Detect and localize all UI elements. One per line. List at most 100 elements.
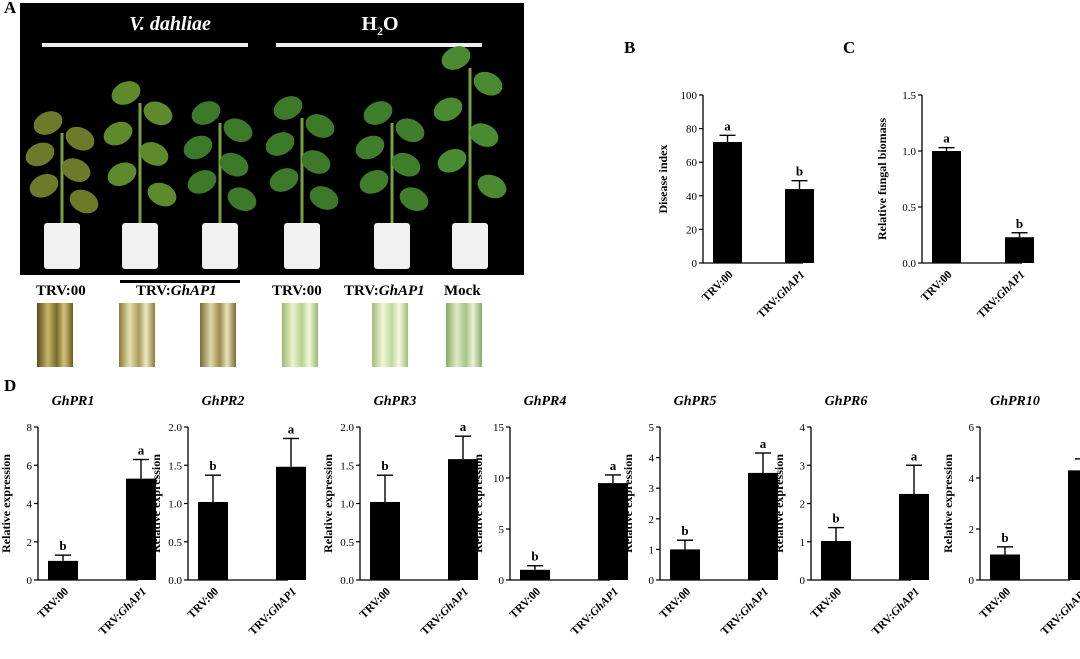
plant-3 bbox=[183, 101, 257, 269]
y-tick-label: 60 bbox=[686, 157, 698, 169]
chart-title: GhPR2 bbox=[202, 394, 245, 409]
bar-2 bbox=[899, 493, 929, 580]
sig-letter-2: a bbox=[460, 419, 467, 434]
plant-1 bbox=[25, 111, 99, 269]
y-tick-label: 2 bbox=[649, 514, 655, 526]
y-tick-label: 6 bbox=[969, 422, 975, 434]
y-tick-label: 6 bbox=[27, 460, 33, 472]
y-tick-label: 1.0 bbox=[340, 499, 354, 511]
x-tick-label-1: TRV:00 bbox=[809, 585, 845, 621]
plant-2 bbox=[103, 81, 177, 269]
sig-letter-1: b bbox=[381, 458, 388, 473]
panel-letter-d: D bbox=[4, 376, 17, 395]
y-tick-label: 0 bbox=[692, 258, 698, 270]
plant-5 bbox=[355, 101, 429, 269]
chart-title: GhPR3 bbox=[374, 394, 417, 409]
y-tick-label: 0.5 bbox=[902, 202, 916, 214]
y-tick-label: 2.0 bbox=[340, 422, 354, 434]
x-tick-label-1: TRV:00 bbox=[978, 585, 1014, 621]
y-tick-label: 0.0 bbox=[902, 258, 916, 270]
stem-swatch-3 bbox=[200, 303, 236, 367]
x-tick-label-2: TRV:GhAP1 bbox=[755, 269, 807, 321]
plants-illustration bbox=[25, 46, 507, 269]
pot-5 bbox=[374, 223, 410, 269]
y-axis-label: Relative expression bbox=[772, 454, 786, 553]
bar-2 bbox=[276, 466, 306, 580]
y-tick-label: 0.5 bbox=[340, 537, 354, 549]
group-bar-vdahliae bbox=[42, 43, 248, 47]
chart-D2: 0.0 0.5 1.0 1.5 2.0 Relative expression GhPR2 b… bbox=[149, 394, 306, 638]
sig-letter-2: a bbox=[138, 443, 145, 458]
sig-letter-1: b bbox=[531, 549, 538, 564]
x-tick-label-2: TRV:GhAP1 bbox=[569, 586, 621, 638]
panel-letter-b: B bbox=[624, 38, 636, 57]
pot-3 bbox=[202, 223, 238, 269]
bar-1 bbox=[48, 560, 78, 580]
chart-B: 0 20 40 60 80 100 Disease index a TRV:00 b TRV:GhA… bbox=[656, 90, 814, 321]
chart-D6: 0 1 2 3 4 Relative expression GhPR6 b TRV:00 a TRV… bbox=[772, 394, 929, 638]
y-axis-label: Relative expression bbox=[941, 454, 955, 553]
stem-label-1: TRV:00 bbox=[36, 283, 86, 299]
y-tick-label: 4 bbox=[800, 422, 806, 434]
x-tick-label-2: TRV:GhAP1 bbox=[1039, 586, 1080, 638]
y-tick-label: 1.0 bbox=[902, 146, 916, 158]
y-tick-label: 2 bbox=[27, 537, 33, 549]
x-tick-label-2: TRV:GhAP1 bbox=[97, 586, 149, 638]
y-tick-label: 1.5 bbox=[902, 90, 916, 102]
y-axis-label: Relative expression bbox=[621, 454, 635, 553]
y-tick-label: 1 bbox=[800, 537, 806, 549]
y-tick-label: 2 bbox=[800, 499, 806, 511]
plant-6 bbox=[433, 46, 507, 269]
x-tick-label-2: TRV:GhAP1 bbox=[975, 269, 1027, 321]
chart-title: GhPR4 bbox=[524, 394, 567, 409]
pot-6 bbox=[452, 223, 488, 269]
bar-2 bbox=[748, 472, 778, 580]
chart-D5: 0 1 2 3 4 5 Relative expression GhPR5 b TRV:00 a TR… bbox=[621, 394, 778, 638]
stem-swatch-5 bbox=[372, 303, 408, 367]
bar-1 bbox=[370, 501, 400, 580]
x-tick-label-1: TRV:00 bbox=[508, 585, 544, 621]
y-tick-label: 40 bbox=[686, 191, 698, 203]
pot-1 bbox=[44, 223, 80, 269]
sig-letter-1: b bbox=[59, 538, 66, 553]
y-tick-label: 4 bbox=[649, 453, 655, 465]
bar-1 bbox=[821, 540, 851, 580]
bar-2 bbox=[448, 459, 478, 580]
y-tick-label: 1.5 bbox=[340, 460, 354, 472]
y-tick-label: 0 bbox=[27, 575, 33, 587]
x-tick-label-1: TRV:00 bbox=[658, 585, 694, 621]
stem-swatch-1 bbox=[37, 303, 73, 367]
bar-1 bbox=[520, 569, 550, 580]
y-tick-label: 0.0 bbox=[168, 575, 182, 587]
pot-4 bbox=[284, 223, 320, 269]
y-tick-label: 0 bbox=[800, 575, 806, 587]
sig-letter-2: a bbox=[610, 458, 617, 473]
sig-letter-2: a bbox=[288, 421, 295, 436]
sig-letter-1: a bbox=[724, 118, 731, 133]
stem-group-bar bbox=[120, 280, 240, 283]
y-tick-label: 20 bbox=[686, 224, 698, 236]
x-tick-label-1: TRV:00 bbox=[36, 585, 72, 621]
bar-1 bbox=[198, 501, 228, 580]
chart-D1: 0 2 4 6 8 Relative expression GhPR1 b TRV:00 a TRV… bbox=[0, 394, 156, 638]
group-label-vdahliae: V. dahliae bbox=[129, 13, 211, 35]
y-tick-label: 8 bbox=[27, 422, 33, 434]
x-tick-label-2: TRV:GhAP1 bbox=[419, 586, 471, 638]
chart-title: GhPR1 bbox=[52, 394, 95, 409]
bar-1 bbox=[932, 151, 961, 263]
stem-swatch-6 bbox=[446, 303, 482, 367]
sig-letter-2: b bbox=[796, 164, 803, 179]
chart-D3: 0.0 0.5 1.0 1.5 2.0 Relative expression GhPR3 b… bbox=[321, 394, 478, 638]
x-tick-label-1: TRV:00 bbox=[700, 268, 736, 304]
y-tick-label: 100 bbox=[681, 90, 698, 102]
y-tick-label: 0.5 bbox=[168, 537, 182, 549]
y-tick-label: 1.5 bbox=[168, 460, 182, 472]
bar-2 bbox=[785, 189, 814, 263]
bar-2 bbox=[126, 478, 156, 580]
pot-2 bbox=[122, 223, 158, 269]
group-label-water: H2O bbox=[361, 13, 399, 38]
chart-title: GhPR5 bbox=[674, 394, 717, 409]
y-tick-label: 2 bbox=[969, 524, 975, 536]
